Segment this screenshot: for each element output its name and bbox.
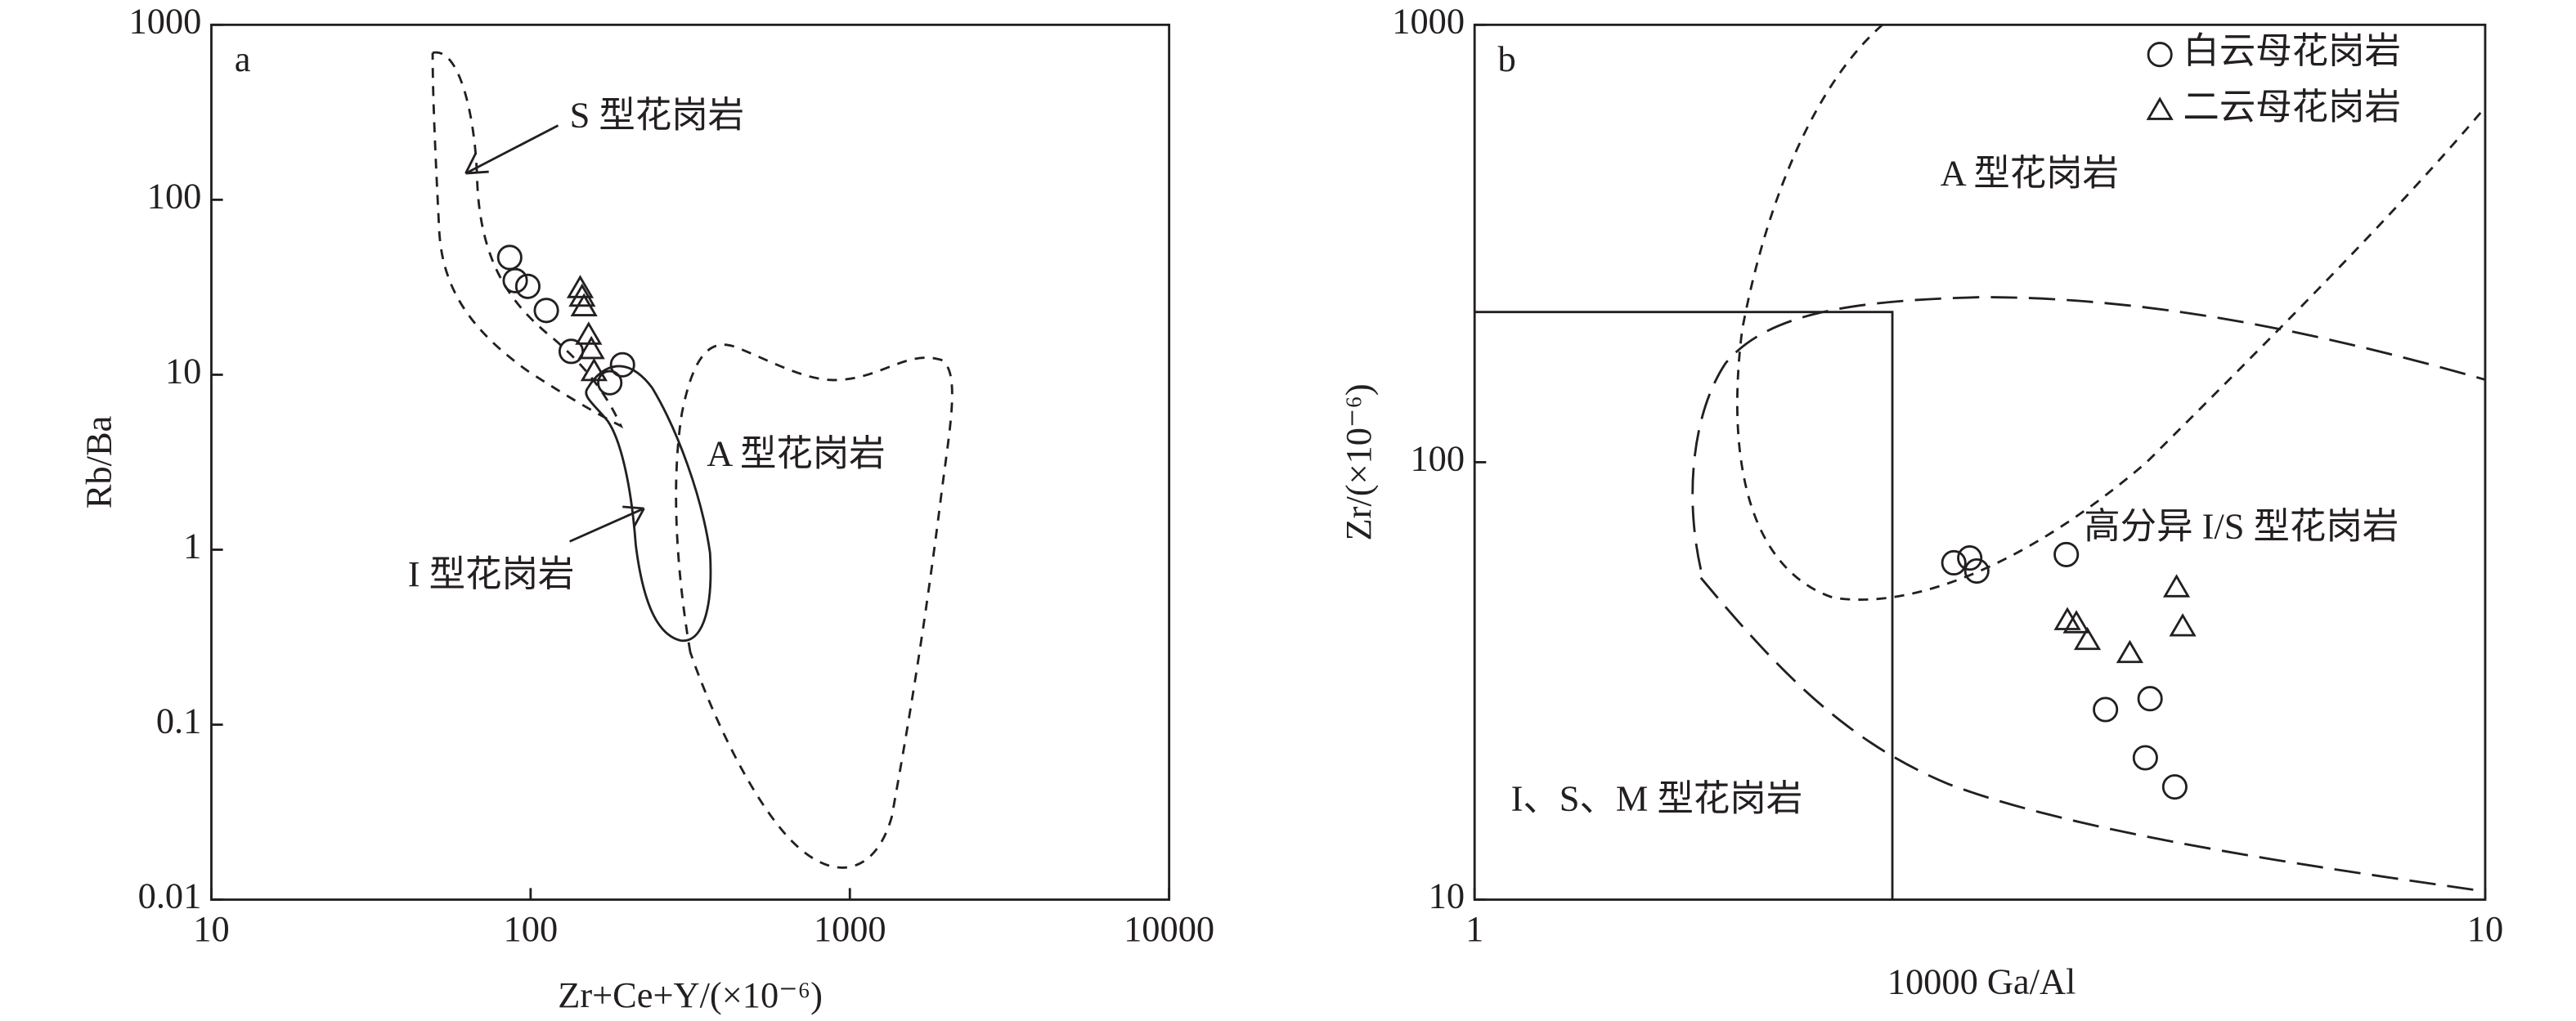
- circle-marker: [2093, 696, 2119, 723]
- field-boundary: [1691, 296, 2486, 570]
- field-boundary: [1699, 576, 2486, 893]
- field-boundary: [1474, 311, 1894, 900]
- y-tick-label: 1000: [129, 1, 202, 42]
- circle-marker: [496, 244, 523, 271]
- triangle-marker: [566, 275, 595, 298]
- circle-marker: [2132, 745, 2158, 771]
- x-axis-label: 10000 Ga/Al: [1887, 961, 2076, 1002]
- triangle-marker: [2162, 574, 2191, 598]
- triangle-marker: [2073, 626, 2102, 651]
- circle-marker: [1957, 545, 1983, 571]
- circle-marker: [2161, 774, 2188, 800]
- circle-marker: [2137, 686, 2163, 712]
- legend-label: 白云母花岗岩: [2183, 30, 2400, 71]
- annotation: I、S、M 型花岗岩: [1511, 778, 1803, 819]
- y-tick-label: 0.1: [156, 701, 202, 741]
- legend-label: 二云母花岗岩: [2183, 87, 2400, 128]
- y-tick-label: 100: [1410, 438, 1465, 479]
- field-boundary: [675, 343, 954, 869]
- circle-marker: [1941, 549, 1967, 575]
- circle-marker: [533, 298, 559, 324]
- annotation: A 型花岗岩: [1941, 152, 2119, 193]
- triangle-marker: [577, 335, 605, 360]
- field-boundary: [431, 51, 624, 429]
- y-axis-label: Zr/(×10⁻⁶): [1338, 383, 1379, 540]
- annotation: S 型花岗岩: [570, 95, 744, 136]
- circle-marker: [597, 369, 623, 396]
- x-tick-label: 1: [1465, 908, 1483, 949]
- annotation: 高分异 I/S 型花岗岩: [2084, 505, 2399, 546]
- y-tick-label: 10: [1429, 875, 1465, 916]
- y-tick-label: 1000: [1392, 1, 1465, 42]
- circle-marker: [609, 352, 635, 378]
- circle-marker: [2147, 42, 2173, 68]
- x-tick-label: 10000: [1124, 908, 1214, 949]
- circle-marker: [502, 267, 528, 293]
- panel-label: a: [235, 38, 251, 79]
- y-tick-label: 100: [147, 176, 202, 217]
- triangle-marker: [2062, 610, 2090, 634]
- arrow: [464, 124, 559, 175]
- triangle-marker: [580, 357, 608, 382]
- y-tick-label: 0.01: [138, 875, 202, 916]
- annotation: I 型花岗岩: [408, 553, 575, 594]
- x-tick-label: 10: [193, 908, 229, 949]
- triangle-marker: [2116, 639, 2143, 664]
- triangle-marker: [570, 293, 598, 317]
- field-boundary: [1735, 24, 2487, 601]
- panel-label: b: [1497, 38, 1515, 79]
- x-tick-label: 1000: [814, 908, 886, 949]
- triangle-marker: [2169, 613, 2197, 637]
- y-axis-label: Rb/Ba: [78, 415, 119, 508]
- annotation: A 型花岗岩: [707, 433, 885, 474]
- circle-marker: [514, 273, 541, 299]
- x-axis-label: Zr+Ce+Y/(×10⁻⁶): [558, 974, 823, 1015]
- arrow: [569, 505, 645, 543]
- x-tick-label: 100: [504, 908, 559, 949]
- x-tick-label: 10: [2467, 908, 2503, 949]
- field-boundary: [585, 365, 712, 643]
- triangle-marker: [568, 283, 596, 307]
- y-tick-label: 10: [165, 351, 201, 392]
- plot-frame: [210, 23, 1171, 901]
- y-tick-label: 1: [183, 526, 201, 566]
- triangle-marker: [2146, 96, 2174, 120]
- circle-marker: [2053, 541, 2080, 567]
- circle-marker: [1963, 558, 1990, 584]
